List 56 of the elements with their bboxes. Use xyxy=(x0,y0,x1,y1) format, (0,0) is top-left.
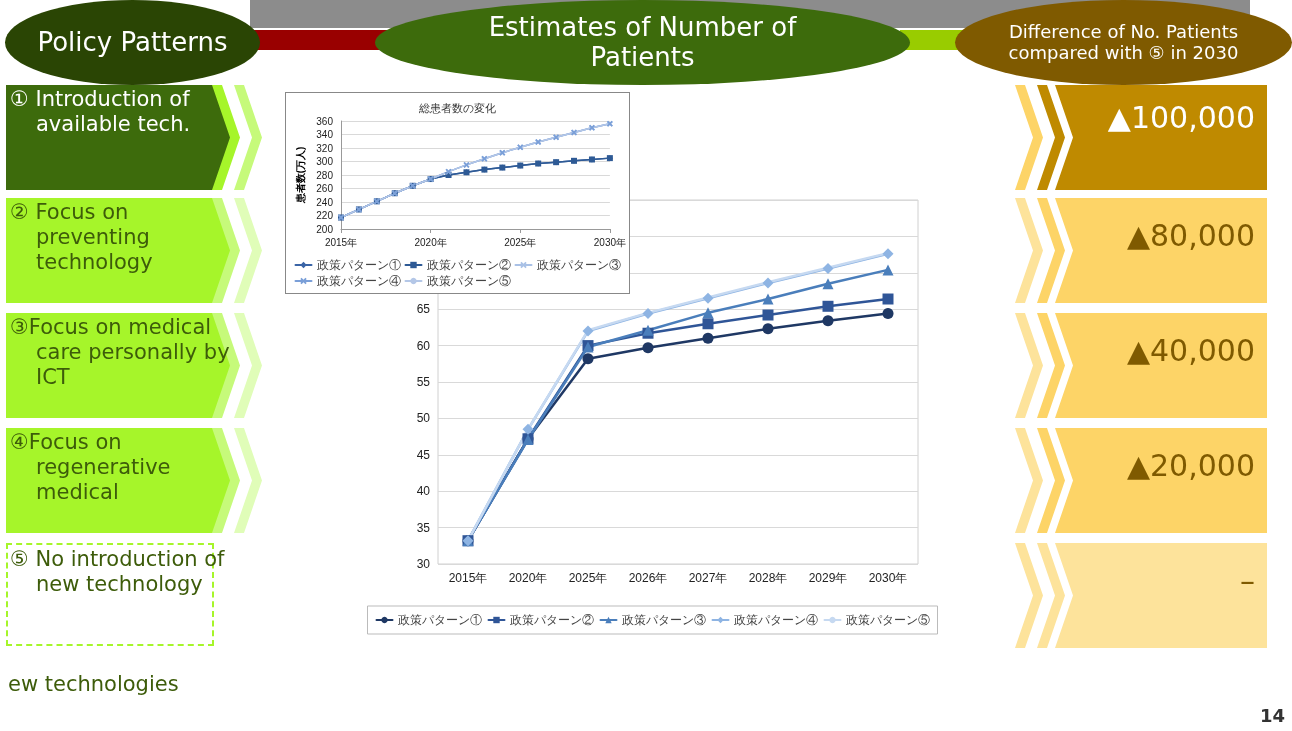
text: ▲20,000 xyxy=(1125,448,1255,483)
legend-label: 政策パターン② xyxy=(509,613,594,627)
text: ▲80,000 xyxy=(1125,218,1255,253)
y-tick-label: 65 xyxy=(416,302,431,317)
y-axis-title: 患者数(万人) xyxy=(294,146,306,205)
x-tick-label: 2030年 xyxy=(593,236,626,248)
y-tick-label: 50 xyxy=(416,411,431,426)
x-tick-label: 2015年 xyxy=(324,236,358,248)
legend-label: 政策パターン② xyxy=(426,258,511,272)
text: 14 xyxy=(1258,705,1285,726)
x-tick-label: 2029年 xyxy=(808,571,848,585)
y-tick-label: 60 xyxy=(416,338,431,353)
text: ▲40,000 xyxy=(1125,333,1255,368)
y-tick-label: 280 xyxy=(316,169,334,181)
x-tick-label: 2028年 xyxy=(748,571,788,585)
legend-label: 政策パターン⑤ xyxy=(845,613,930,627)
legend-label: 政策パターン④ xyxy=(733,613,818,627)
y-tick-label: 55 xyxy=(416,375,431,389)
legend-label: 政策パターン① xyxy=(316,258,401,272)
legend-label: 政策パターン⑤ xyxy=(426,274,511,288)
legend-label: 政策パターン④ xyxy=(316,274,401,288)
text: ▲100,000 xyxy=(1106,100,1255,135)
y-tick-label: 360 xyxy=(316,115,334,127)
y-tick-label: 260 xyxy=(316,183,334,194)
y-tick-label: 200 xyxy=(316,223,334,235)
x-tick-label: 2026年 xyxy=(628,571,668,585)
text: Policy Patterns xyxy=(5,0,260,85)
y-tick-label: 220 xyxy=(316,210,334,221)
chart-title: 総患者数の変化 xyxy=(418,101,496,114)
x-tick-label: 2030年 xyxy=(868,571,908,585)
legend-label: 政策パターン③ xyxy=(536,258,621,272)
y-tick-label: 240 xyxy=(316,196,334,208)
text: ② Focus on preventing technology xyxy=(10,200,154,276)
text: ③Focus on medical care personally by ICT xyxy=(10,315,231,391)
text: ④Focus on regenerative medical xyxy=(10,430,172,506)
text: ① Introduction of available tech. xyxy=(10,87,192,138)
text: ew technologies xyxy=(8,672,180,698)
x-tick-label: 2027年 xyxy=(688,571,728,585)
legend-label: 政策パターン① xyxy=(397,613,482,627)
y-tick-label: 320 xyxy=(316,142,334,154)
y-tick-label: 300 xyxy=(316,156,334,167)
x-tick-label: 2025年 xyxy=(568,571,608,585)
y-tick-label: 340 xyxy=(316,129,334,140)
x-tick-label: 2025年 xyxy=(504,236,537,248)
text: Difference of No. Patients compared with ⑤ in 2030 xyxy=(955,0,1292,85)
x-tick-label: 2020年 xyxy=(508,571,548,585)
y-tick-label: 35 xyxy=(416,520,431,535)
text: – xyxy=(1239,563,1255,598)
chart-title: Estimates of Number of Patients xyxy=(375,0,910,85)
y-tick-label: 45 xyxy=(416,447,431,462)
x-tick-label: 2015年 xyxy=(448,571,488,585)
y-tick-label: 40 xyxy=(416,484,431,499)
y-tick-label: 30 xyxy=(416,557,431,571)
text: ⑤ No introduction of new technology xyxy=(10,547,226,598)
x-tick-label: 2020年 xyxy=(414,236,447,248)
legend-label: 政策パターン③ xyxy=(621,613,706,627)
